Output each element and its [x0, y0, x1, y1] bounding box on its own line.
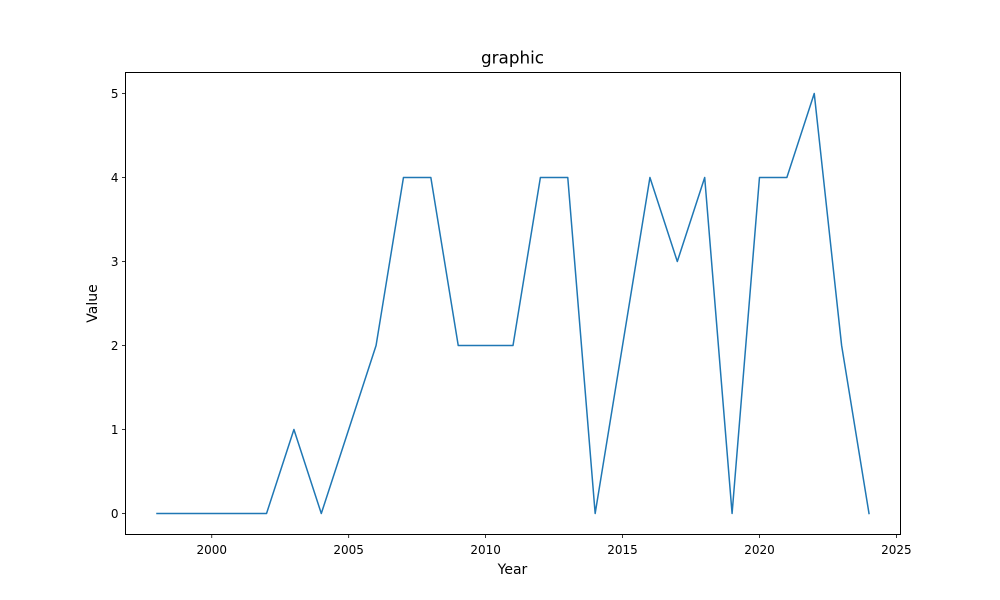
y-axis-ticks: 0 1 2 3 4 5 — [111, 87, 126, 521]
data-point — [841, 345, 843, 347]
y-tick-label: 3 — [111, 255, 119, 269]
x-tick-label: 2010 — [470, 543, 501, 557]
x-tick-label: 2000 — [196, 543, 227, 557]
data-point — [540, 177, 542, 179]
data-point — [430, 177, 432, 179]
plot-area-frame — [125, 72, 901, 535]
data-point — [184, 513, 186, 515]
y-tick-label: 2 — [111, 339, 119, 353]
chart-title: graphic — [481, 48, 544, 68]
data-point — [403, 177, 405, 179]
data-point — [293, 429, 295, 431]
x-tick-label: 2025 — [881, 543, 912, 557]
data-point — [266, 513, 268, 515]
data-point — [457, 345, 459, 347]
data-point — [786, 177, 788, 179]
y-tick-label: 5 — [111, 87, 119, 101]
data-point — [348, 429, 350, 431]
data-point — [622, 345, 624, 347]
data-point — [238, 513, 240, 515]
y-tick-label: 1 — [111, 423, 119, 437]
data-point — [759, 177, 761, 179]
y-axis-label: Value — [85, 284, 101, 322]
data-point — [731, 513, 733, 515]
series-group — [156, 92, 870, 515]
series-line — [156, 92, 870, 515]
y-tick-label: 0 — [111, 507, 119, 521]
data-point — [512, 345, 514, 347]
data-point — [704, 177, 706, 179]
data-point — [156, 513, 158, 515]
x-tick-label: 2005 — [333, 543, 364, 557]
x-axis-ticks: 2000 2005 2010 2015 2020 2025 — [196, 534, 912, 557]
data-point — [677, 261, 679, 263]
data-point — [321, 513, 323, 515]
y-tick-label: 4 — [111, 171, 119, 185]
data-point — [594, 513, 596, 515]
data-point — [649, 177, 651, 179]
data-point — [567, 177, 569, 179]
data-point — [375, 345, 377, 347]
data-point — [813, 93, 815, 95]
data-point — [485, 345, 487, 347]
x-tick-label: 2020 — [744, 543, 775, 557]
x-axis-label: Year — [497, 562, 528, 578]
data-point — [211, 513, 213, 515]
x-tick-label: 2015 — [607, 543, 638, 557]
data-point — [868, 513, 870, 515]
